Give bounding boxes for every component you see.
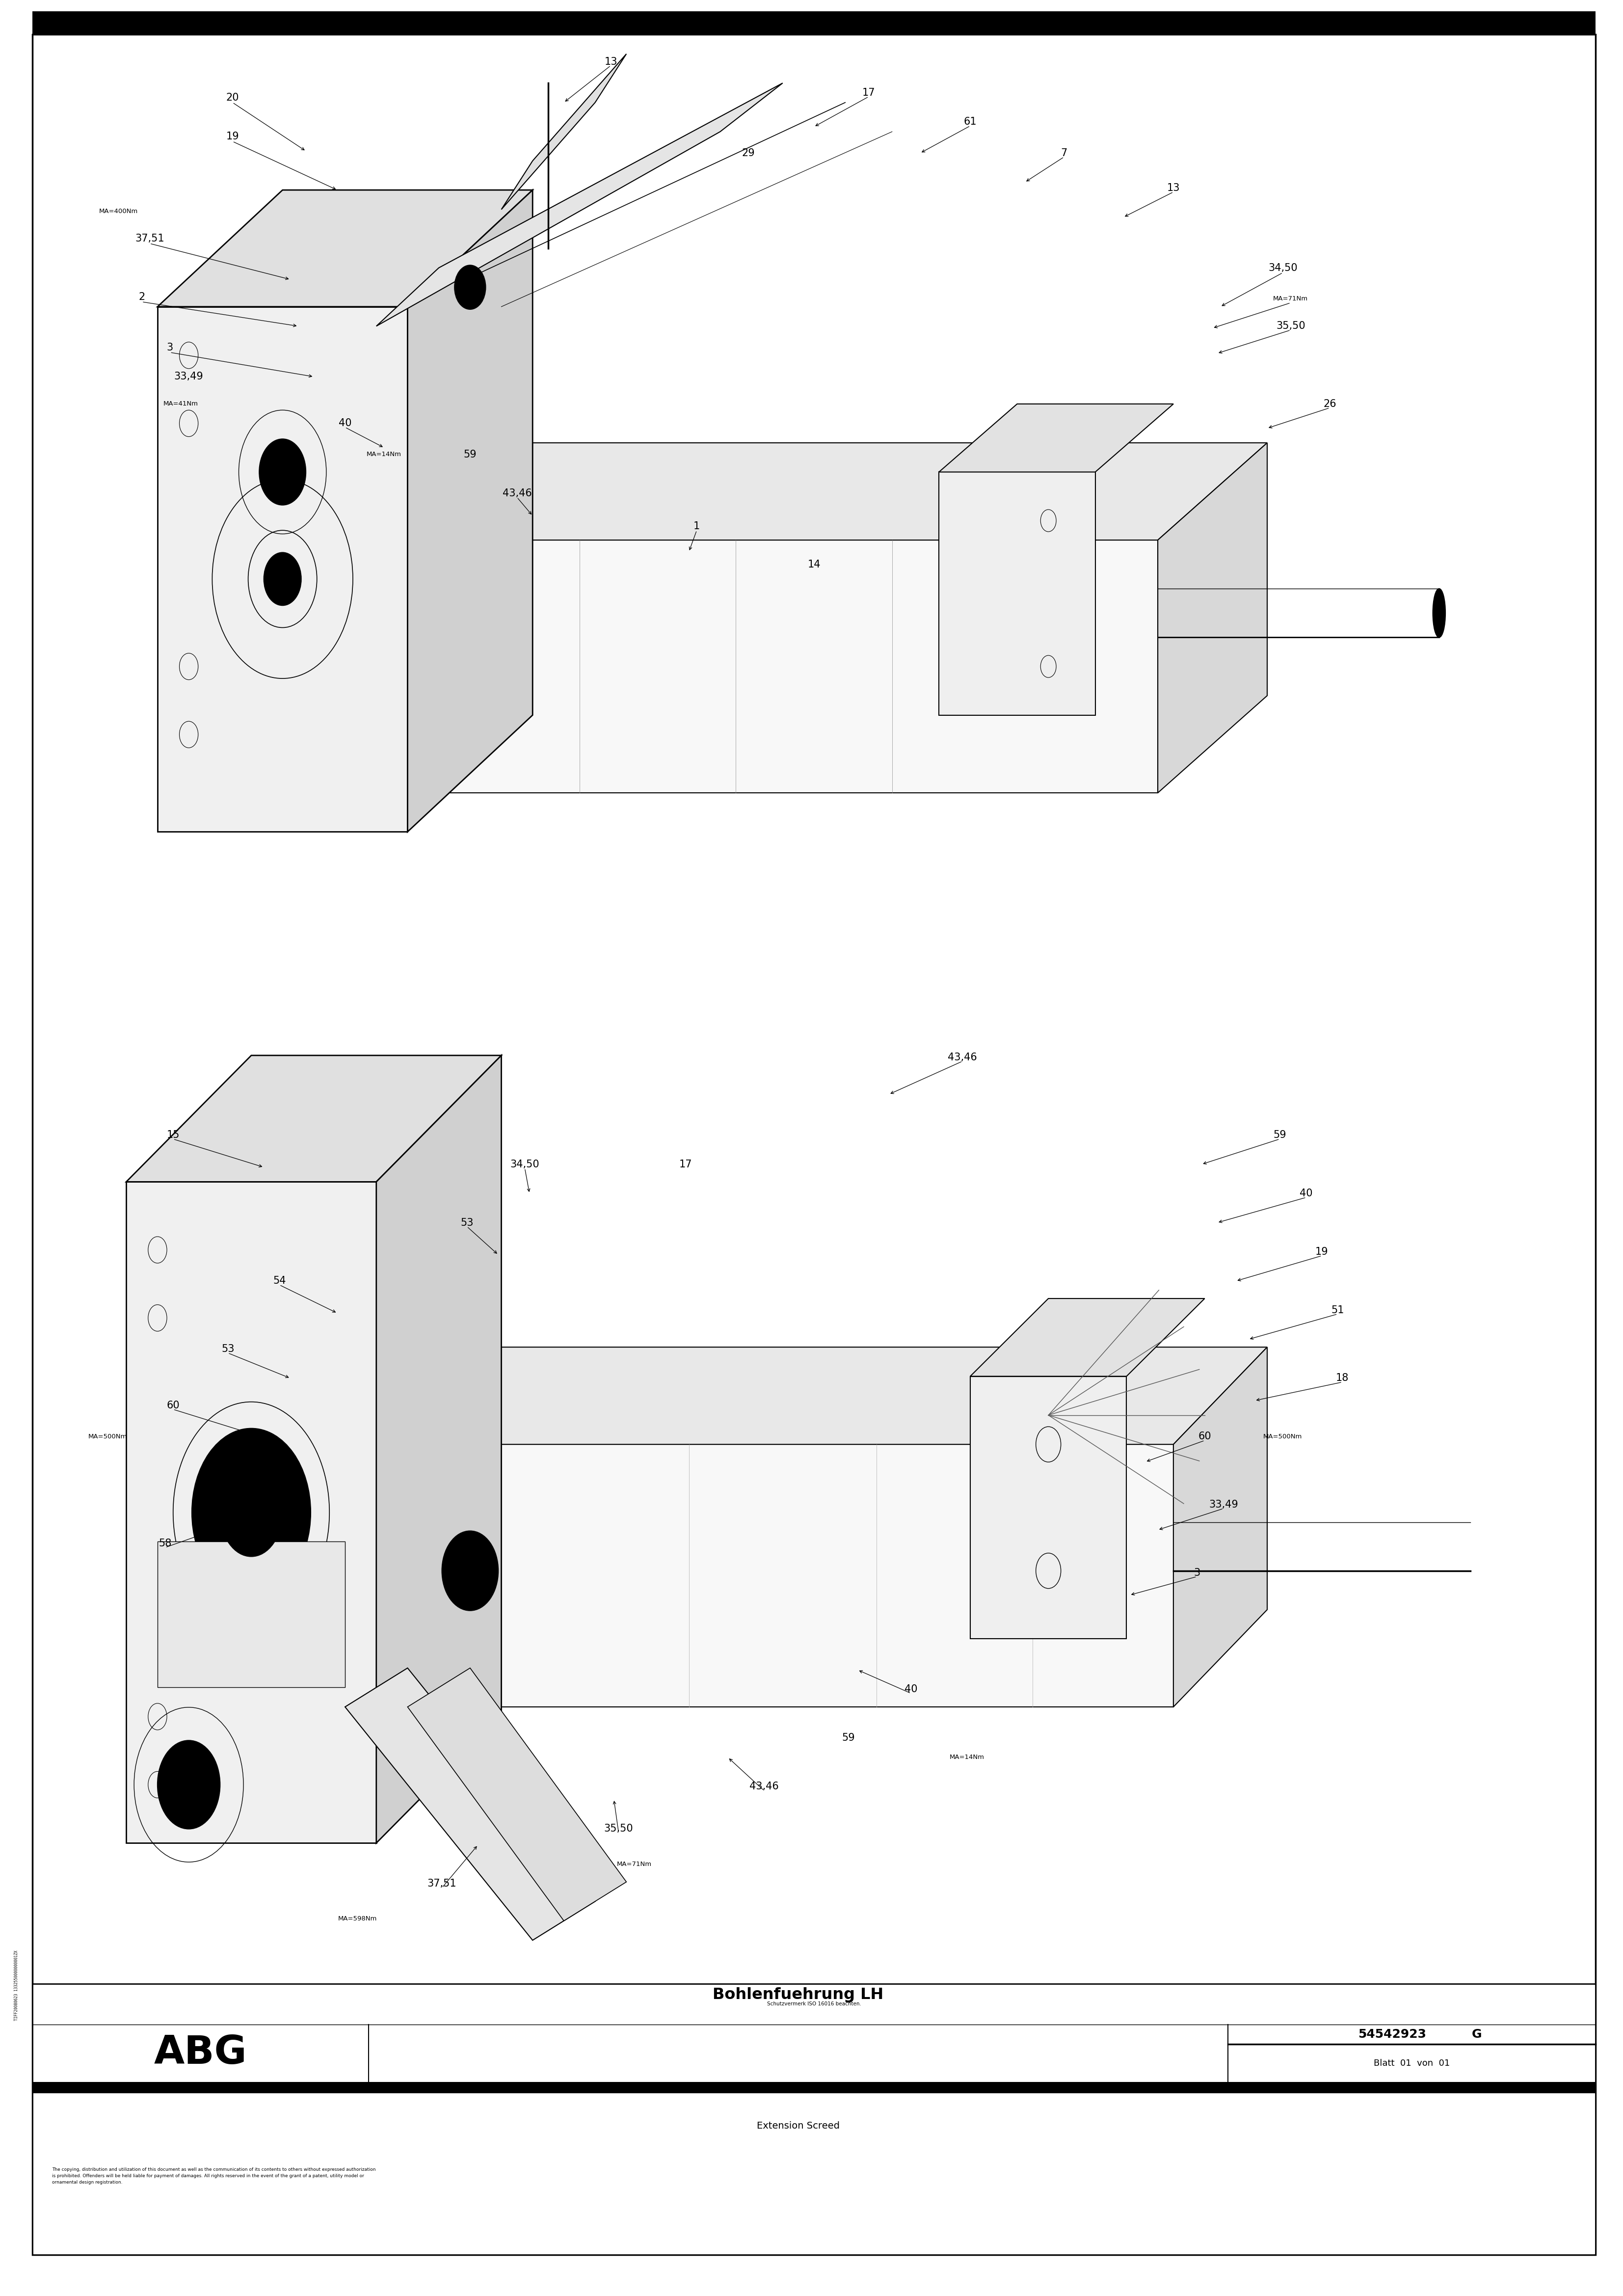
Polygon shape [1157, 443, 1268, 792]
Text: MA=500Nm: MA=500Nm [88, 1433, 127, 1440]
Ellipse shape [1433, 588, 1446, 638]
Circle shape [441, 1531, 498, 1609]
Text: MA=41Nm: MA=41Nm [164, 402, 198, 406]
Text: 60: 60 [1198, 1433, 1211, 1442]
Polygon shape [235, 443, 1268, 540]
Text: MA=14Nm: MA=14Nm [367, 452, 401, 457]
Text: 54: 54 [273, 1277, 286, 1286]
Text: 19: 19 [226, 131, 239, 142]
Text: Blatt  01  von  01: Blatt 01 von 01 [1373, 2060, 1449, 2066]
Text: 13: 13 [1167, 184, 1180, 193]
Circle shape [260, 439, 307, 505]
Text: 53: 53 [221, 1343, 234, 1355]
Text: 17: 17 [680, 1159, 693, 1169]
Text: 58: 58 [159, 1538, 172, 1548]
Text: 40: 40 [904, 1685, 917, 1694]
Text: 51: 51 [1331, 1304, 1344, 1316]
Text: 60: 60 [167, 1401, 180, 1410]
Text: Schutzvermerk ISO 16016 beachten.: Schutzvermerk ISO 16016 beachten. [766, 2002, 862, 2007]
Text: ABG: ABG [154, 2034, 247, 2073]
Text: G: G [1472, 2027, 1482, 2041]
Polygon shape [377, 1056, 502, 1844]
Text: 54542923: 54542923 [1358, 2027, 1427, 2041]
Polygon shape [971, 1300, 1204, 1375]
Text: MA=500Nm: MA=500Nm [1263, 1433, 1302, 1440]
Text: 1: 1 [693, 521, 700, 530]
Text: 40: 40 [339, 418, 352, 429]
Bar [32, 2082, 1595, 2094]
Polygon shape [157, 1541, 346, 1688]
Circle shape [221, 1467, 282, 1557]
Text: 33,49: 33,49 [174, 372, 203, 381]
Polygon shape [252, 1348, 1268, 1444]
Text: 17: 17 [862, 87, 875, 99]
Text: 3: 3 [1193, 1568, 1199, 1577]
Polygon shape [127, 1056, 502, 1182]
Text: MA=14Nm: MA=14Nm [949, 1754, 985, 1761]
Text: 34,50: 34,50 [1268, 264, 1297, 273]
Text: 20: 20 [226, 92, 239, 103]
Polygon shape [940, 473, 1096, 714]
Text: 18: 18 [1336, 1373, 1349, 1382]
Text: 34,50: 34,50 [510, 1159, 539, 1169]
Text: 59: 59 [842, 1733, 855, 1743]
Polygon shape [235, 540, 1157, 792]
Text: 43,46: 43,46 [502, 489, 532, 498]
Text: 19: 19 [1315, 1247, 1329, 1256]
Polygon shape [127, 1182, 377, 1844]
Polygon shape [940, 404, 1173, 473]
Polygon shape [1173, 1348, 1268, 1706]
Polygon shape [346, 1667, 596, 1940]
Text: The copying, distribution and utilization of this document as well as the commun: The copying, distribution and utilizatio… [52, 2167, 375, 2186]
Text: Extension Screed: Extension Screed [756, 2122, 839, 2131]
Text: 59: 59 [464, 450, 477, 459]
Text: MA=71Nm: MA=71Nm [617, 1862, 652, 1867]
Text: 40: 40 [1300, 1189, 1313, 1199]
Polygon shape [502, 53, 626, 209]
Text: 43,46: 43,46 [948, 1052, 977, 1063]
Text: 43,46: 43,46 [750, 1782, 779, 1791]
Text: 61: 61 [964, 117, 977, 126]
Text: MA=71Nm: MA=71Nm [1272, 296, 1308, 303]
Text: MA=400Nm: MA=400Nm [99, 209, 138, 214]
Bar [32, 1984, 1595, 2255]
Text: 59: 59 [1272, 1130, 1285, 1141]
Polygon shape [157, 308, 407, 831]
Circle shape [157, 1740, 221, 1830]
Circle shape [454, 264, 485, 310]
Polygon shape [157, 191, 532, 308]
Circle shape [265, 553, 302, 606]
Text: 53: 53 [461, 1217, 474, 1228]
Text: 2: 2 [138, 292, 144, 301]
Text: 15: 15 [167, 1130, 180, 1141]
Text: Bohlenfuehrung LH: Bohlenfuehrung LH [712, 1988, 885, 2002]
Polygon shape [407, 191, 532, 831]
Text: 35,50: 35,50 [1276, 321, 1305, 331]
Text: 14: 14 [807, 560, 821, 569]
Circle shape [454, 1550, 485, 1593]
Text: MA=598Nm: MA=598Nm [338, 1915, 377, 1922]
Polygon shape [377, 83, 782, 326]
Text: 33,49: 33,49 [1209, 1499, 1238, 1508]
Bar [32, 11, 1595, 34]
Text: 37,51: 37,51 [427, 1878, 456, 1890]
Text: 7: 7 [1061, 149, 1068, 158]
Text: 37,51: 37,51 [135, 234, 164, 243]
Polygon shape [252, 1444, 1173, 1706]
Text: 13: 13 [604, 57, 617, 67]
Polygon shape [971, 1375, 1126, 1639]
Text: 35,50: 35,50 [604, 1823, 633, 1832]
Text: 29: 29 [742, 149, 755, 158]
Text: 3: 3 [167, 342, 174, 354]
Circle shape [192, 1428, 310, 1596]
Polygon shape [407, 1667, 626, 1922]
Text: 26: 26 [1323, 400, 1336, 409]
Text: TIFF20080623 1332550000000001ZX: TIFF20080623 1332550000000001ZX [15, 1949, 18, 2020]
